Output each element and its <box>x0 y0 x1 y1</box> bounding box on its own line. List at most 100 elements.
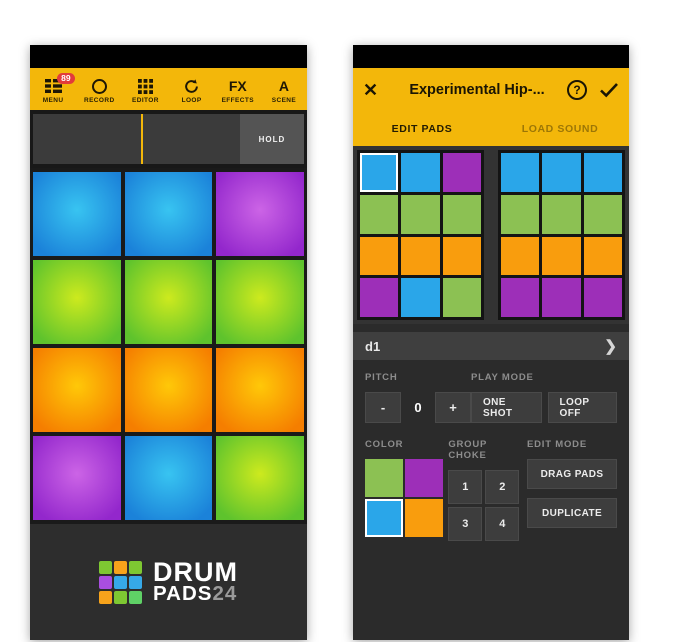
pad-green[interactable] <box>124 260 213 344</box>
pad-settings-panel: d1 ❯ PITCH - 0 + PLAY MODE <box>353 324 629 640</box>
toolbar-item-menu[interactable]: 89 MENU <box>30 72 76 104</box>
pad-green[interactable] <box>216 260 304 344</box>
play-mode-label: PLAY MODE <box>471 372 534 383</box>
pad-blue[interactable] <box>401 278 440 317</box>
logo-tiles-icon <box>99 560 142 604</box>
pad-orange[interactable] <box>442 236 481 276</box>
choke-button-1[interactable]: 1 <box>448 470 483 504</box>
pad-blue[interactable] <box>501 153 540 192</box>
pad-orange[interactable] <box>360 236 399 276</box>
confirm-icon[interactable] <box>599 82 619 98</box>
pad-orange[interactable] <box>216 348 304 432</box>
status-bar <box>353 45 629 68</box>
logo-tile <box>99 590 112 604</box>
group-choke-label: GROUP CHOKE <box>448 439 487 461</box>
pad-green[interactable] <box>583 194 622 234</box>
logo-tile <box>99 575 112 589</box>
pad-blue[interactable] <box>33 172 121 256</box>
pad-orange[interactable] <box>583 236 622 276</box>
pad-green[interactable] <box>360 194 399 234</box>
one-shot-button[interactable]: ONE SHOT <box>471 392 542 423</box>
app-logo: DRUM PADS24 <box>30 524 307 640</box>
sample-row[interactable]: d1 ❯ <box>353 332 629 360</box>
loop-strip[interactable]: HOLD <box>33 114 304 164</box>
logo-tile <box>114 590 127 604</box>
pad-green[interactable] <box>442 278 481 317</box>
logo-tile <box>129 590 142 604</box>
pitch-increment-button[interactable]: + <box>435 392 471 423</box>
pad-orange[interactable] <box>33 348 121 432</box>
choke-button-2[interactable]: 2 <box>485 470 520 504</box>
group-choke-group: GROUP CHOKE 1 2 3 4 <box>448 439 527 541</box>
logo-tile <box>99 560 112 574</box>
logo-tile <box>129 560 142 574</box>
chevron-right-icon: ❯ <box>604 338 617 355</box>
logo-tile <box>129 575 142 589</box>
playhead-marker <box>141 114 144 164</box>
pad-purple[interactable] <box>360 278 399 317</box>
help-icon[interactable]: ? <box>567 80 587 100</box>
logo-word-drum: DRUM <box>153 557 238 588</box>
sample-name: d1 <box>365 338 381 354</box>
menu-badge: 89 <box>57 72 75 84</box>
play-mode-group: PLAY MODE ONE SHOT LOOP OFF <box>471 372 617 423</box>
pad-green[interactable] <box>542 194 581 234</box>
fx-icon: FX <box>228 77 247 94</box>
pad-blue[interactable] <box>583 153 622 192</box>
toolbar-item-record[interactable]: RECORD <box>76 75 122 104</box>
pad-purple[interactable] <box>501 278 540 317</box>
color-swatch-green[interactable] <box>365 459 403 497</box>
color-swatch-blue[interactable] <box>365 499 403 537</box>
main-toolbar: 89 MENU RECORD EDITOR <box>30 68 307 110</box>
loop-strip-container: HOLD <box>30 110 307 168</box>
loop-off-button[interactable]: LOOP OFF <box>547 392 617 423</box>
pitch-value: 0 <box>414 400 422 415</box>
grid-icon <box>137 78 153 95</box>
pad-purple[interactable] <box>442 153 481 192</box>
editor-tabs: EDIT PADS LOAD SOUND <box>353 112 629 146</box>
hold-button[interactable]: HOLD <box>240 114 304 164</box>
toolbar-item-editor[interactable]: EDITOR <box>122 75 168 104</box>
pad-green[interactable] <box>216 436 304 520</box>
logo-tile <box>114 575 127 589</box>
toolbar-item-effects[interactable]: FX EFFECTS <box>221 77 254 104</box>
pad-blue[interactable] <box>401 153 440 192</box>
editor-screen: ✕ Experimental Hip-... ? EDIT PADS LOAD … <box>353 45 629 640</box>
status-bar <box>30 45 307 68</box>
scene-grid-row <box>353 146 629 324</box>
pad-orange[interactable] <box>501 236 540 276</box>
editor-header: ✕ Experimental Hip-... ? EDIT PADS LOAD … <box>353 68 629 146</box>
pad-blue[interactable] <box>542 153 581 192</box>
pitch-label: PITCH <box>365 372 398 383</box>
menu-icon: 89 <box>44 72 75 95</box>
duplicate-button[interactable]: DUPLICATE <box>527 498 617 528</box>
pad-purple[interactable] <box>33 436 121 520</box>
pad-blue[interactable] <box>360 153 399 192</box>
pad-orange[interactable] <box>124 348 213 432</box>
choke-button-4[interactable]: 4 <box>485 507 520 541</box>
pad-green[interactable] <box>442 194 481 234</box>
drag-pads-button[interactable]: DRAG PADS <box>527 459 617 489</box>
pad-purple[interactable] <box>583 278 622 317</box>
pad-orange[interactable] <box>542 236 581 276</box>
toolbar-item-loop[interactable]: LOOP <box>169 75 215 104</box>
pitch-group: PITCH - 0 + <box>365 372 471 423</box>
pad-purple[interactable] <box>542 278 581 317</box>
pad-green[interactable] <box>501 194 540 234</box>
pad-blue[interactable] <box>124 436 213 520</box>
tab-load-sound[interactable]: LOAD SOUND <box>521 123 599 135</box>
color-swatch-purple[interactable] <box>405 459 443 497</box>
toolbar-item-scene[interactable]: A SCENE <box>271 77 297 104</box>
record-icon <box>91 78 107 95</box>
pitch-decrement-button[interactable]: - <box>365 392 401 423</box>
choke-button-3[interactable]: 3 <box>448 507 483 541</box>
color-swatch-orange[interactable] <box>405 499 443 537</box>
close-icon[interactable]: ✕ <box>363 79 379 100</box>
tab-edit-pads[interactable]: EDIT PADS <box>391 123 453 135</box>
pad-orange[interactable] <box>401 236 440 276</box>
pad-blue[interactable] <box>124 172 213 256</box>
pad-purple[interactable] <box>216 172 304 256</box>
pad-green[interactable] <box>33 260 121 344</box>
pad-green[interactable] <box>401 194 440 234</box>
